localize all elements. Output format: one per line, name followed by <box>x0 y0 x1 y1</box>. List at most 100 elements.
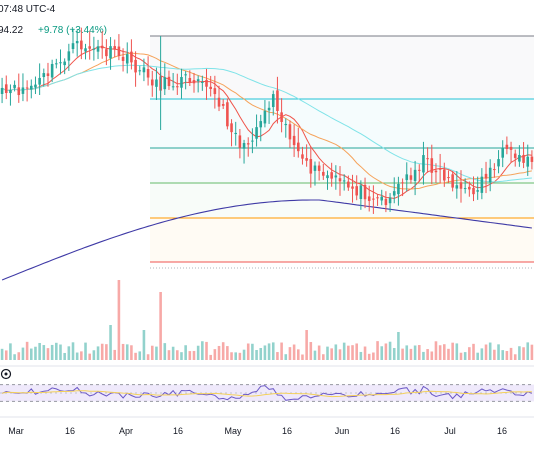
candle-body <box>9 89 12 94</box>
candle-body <box>276 90 279 111</box>
candle-body <box>330 172 333 179</box>
volume-bar <box>417 345 421 360</box>
candle-body <box>163 77 167 90</box>
volume-bar <box>251 343 254 360</box>
candle-body <box>196 79 200 82</box>
candle-body <box>105 49 108 57</box>
volume-bar <box>188 351 192 360</box>
candle-body <box>530 156 534 162</box>
volume-bar <box>13 354 16 360</box>
candle-body <box>484 173 488 179</box>
volume-bar <box>422 351 425 360</box>
candle-body <box>426 158 429 160</box>
candle-body <box>438 168 442 170</box>
candle-body <box>255 127 258 139</box>
candle-body <box>443 169 446 181</box>
volume-bar <box>405 345 409 360</box>
candle-body <box>21 87 25 94</box>
candle-body <box>380 196 384 201</box>
fib-level-band <box>150 183 534 218</box>
volume-bar <box>96 346 100 360</box>
volume-bar <box>217 345 221 360</box>
x-tick-label: 16 <box>390 426 400 436</box>
volume-bar <box>246 343 250 360</box>
candle-body <box>355 186 358 196</box>
candle-body <box>130 51 133 63</box>
volume-bar <box>213 349 217 360</box>
x-tick-label: 16 <box>65 426 75 436</box>
volume-bar <box>201 341 204 360</box>
volume-bar <box>242 349 246 360</box>
volume-bar <box>342 342 346 360</box>
fib-level-band <box>150 148 534 183</box>
candle-body <box>376 197 379 199</box>
volume-bar <box>109 325 112 360</box>
candle-body <box>326 175 329 179</box>
volume-bar <box>326 346 329 360</box>
candle-body <box>25 87 29 89</box>
candle-body <box>113 46 117 50</box>
candle-body <box>263 110 267 124</box>
candle-body <box>117 46 121 57</box>
volume-bar <box>434 341 438 360</box>
candle-body <box>313 165 317 171</box>
volume-bar <box>409 348 413 360</box>
volume-bar <box>255 350 258 360</box>
volume-bar <box>238 352 242 360</box>
x-tick-label: May <box>224 426 242 436</box>
candle-body <box>209 86 212 90</box>
volume-bar <box>130 345 133 360</box>
candle-body <box>292 135 296 146</box>
candle-body <box>271 94 275 108</box>
volume-bar <box>451 342 454 360</box>
volume-bar <box>372 352 375 360</box>
candle-body <box>176 86 179 88</box>
candle-body <box>267 107 271 111</box>
volume-bar <box>455 343 459 360</box>
volume-bar <box>301 354 304 360</box>
candle-body <box>455 185 459 189</box>
candle-body <box>17 87 21 96</box>
header-change: +9.78 (+3.44%) <box>38 25 107 36</box>
volume-bar <box>80 351 83 360</box>
candle-body <box>213 88 217 95</box>
volume-bar <box>476 352 479 360</box>
volume-bar <box>171 346 175 360</box>
candle-body <box>88 46 91 49</box>
volume-bar <box>226 346 229 360</box>
volume-bar <box>42 345 46 360</box>
volume-bar <box>522 347 525 360</box>
ma-fast-line <box>1 46 532 200</box>
volume-bar <box>29 348 33 360</box>
candle-body <box>75 41 79 44</box>
candle-body <box>342 180 346 182</box>
candle-body <box>155 79 158 87</box>
candle-body <box>96 46 100 52</box>
rsi-indicator-pane <box>0 384 534 402</box>
moving-averages <box>1 46 532 281</box>
candle-body <box>405 174 409 181</box>
gear-icon[interactable] <box>0 368 12 380</box>
volume-bar <box>138 351 142 360</box>
candle-body <box>401 182 404 184</box>
volume-bar <box>146 354 150 360</box>
candle-body <box>434 170 438 173</box>
x-tick-label: 16 <box>497 426 507 436</box>
candle-body <box>67 51 71 61</box>
candle-body <box>171 86 175 88</box>
x-tick-label: Jun <box>335 426 350 436</box>
volume-bar <box>355 343 358 360</box>
candle-body <box>251 140 254 142</box>
volume-bar <box>388 341 392 360</box>
volume-bar <box>530 344 534 360</box>
candle-body <box>505 144 509 150</box>
candle-body <box>513 153 517 158</box>
candle-body <box>188 77 192 83</box>
candle-body <box>46 73 50 76</box>
candle-body <box>501 148 505 158</box>
fib-level-band <box>150 218 534 262</box>
time-axis: Mar 16 Apr 16 May 16 Jun 16 Jul 16 <box>8 426 507 436</box>
volume-bar <box>351 345 354 360</box>
volume-bar <box>209 354 212 360</box>
volume-bar <box>438 345 442 360</box>
